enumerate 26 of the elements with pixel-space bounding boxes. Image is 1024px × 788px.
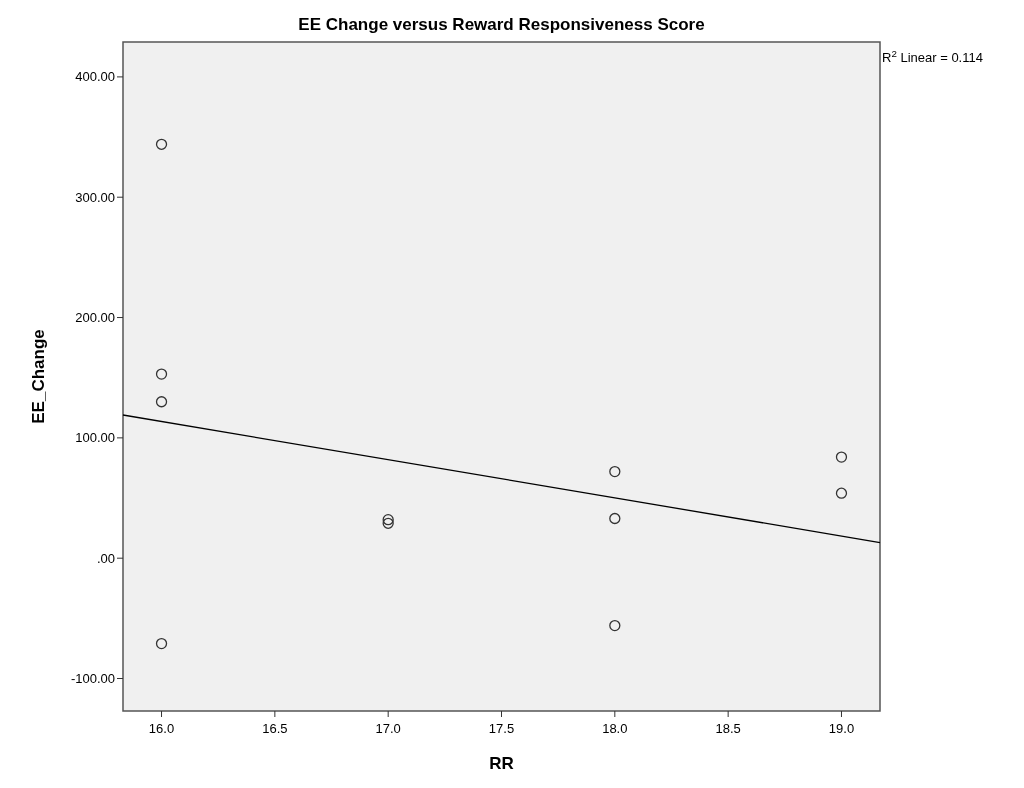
y-tick-label: 200.00 [75, 310, 115, 326]
x-tick-label: 18.0 [602, 721, 628, 736]
x-tick-label: 18.5 [715, 721, 741, 736]
point [609, 619, 621, 632]
y-axis-title: EE_Change [29, 329, 48, 424]
x-tick-label: 17.0 [375, 721, 401, 736]
y-tick-label: .00 [96, 550, 115, 566]
point [835, 487, 848, 499]
text: R$^{2}$ Linear = 0.114 [882, 47, 983, 65]
point [155, 396, 168, 408]
y-tick-label: 300.00 [75, 189, 115, 205]
x-tick-label: 19.0 [828, 721, 855, 736]
point [835, 451, 848, 463]
x-tick-label: 17.5 [488, 721, 515, 736]
point [155, 637, 168, 650]
point [609, 512, 621, 525]
x-tick-label: 16.5 [262, 721, 288, 736]
y-tick-label: -100.00 [70, 671, 115, 687]
chart-title: EE Change versus Reward Responsiveness Score [298, 15, 705, 34]
point [155, 138, 168, 150]
point [609, 465, 621, 478]
x-axis-title: RR [489, 754, 514, 773]
point [155, 368, 168, 380]
y-tick-label: 400.00 [75, 69, 115, 85]
y-tick-label: 100.00 [75, 430, 115, 446]
x-tick-label: 16.0 [148, 721, 175, 736]
